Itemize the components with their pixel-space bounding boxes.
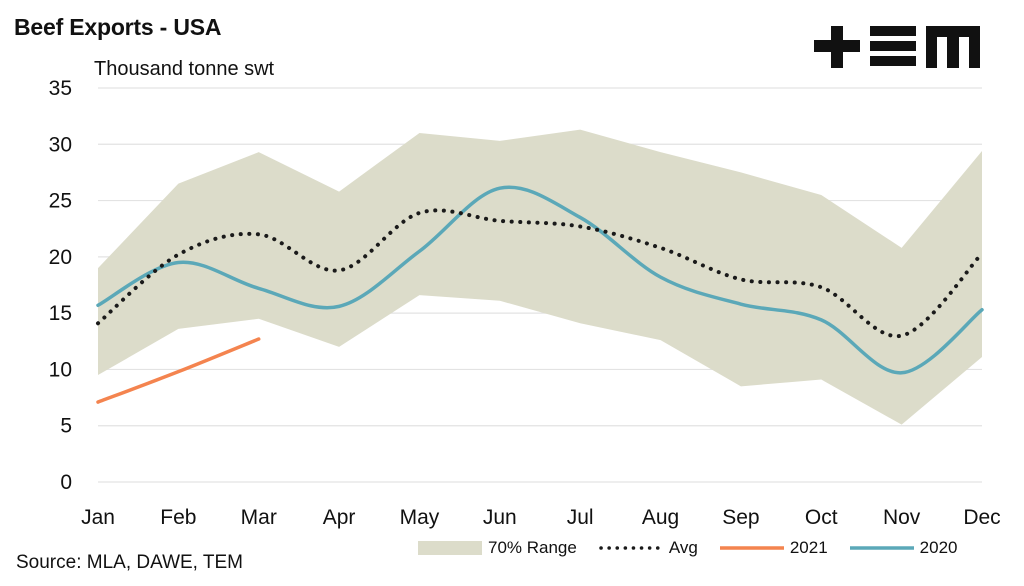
x-tick-label: Jun (483, 506, 517, 529)
source-note: Source: MLA, DAWE, TEM (16, 552, 243, 573)
legend-item-2020: 2020 (849, 538, 958, 558)
y-tick-label: 30 (49, 133, 72, 156)
legend-swatch-2021 (719, 546, 784, 550)
chart-title: Beef Exports - USA (14, 14, 222, 40)
x-tick-labels: Jan Feb Mar Apr May Jun Jul Aug Sep Oct Nov Dec (81, 506, 1001, 529)
x-tick-label: Sep (722, 506, 759, 529)
x-tick-label: Apr (323, 506, 356, 529)
series-line-2021 (96, 337, 261, 404)
legend-swatch-avg (599, 546, 663, 550)
tem-logo (814, 24, 984, 70)
legend-label-avg: Avg (668, 538, 698, 557)
y-tick-labels: 0 5 10 15 20 25 30 35 (49, 77, 72, 494)
legend-label-2021: 2021 (789, 538, 828, 557)
y-tick-label: 15 (49, 302, 72, 325)
legend-label-2020: 2020 (919, 538, 958, 557)
legend-item-range: 70% Range (418, 538, 577, 558)
legend-item-avg: Avg (599, 538, 698, 558)
x-tick-label: Jan (81, 506, 115, 529)
y-tick-label: 5 (60, 415, 72, 438)
x-tick-label: Nov (883, 506, 921, 529)
x-tick-label: Oct (805, 506, 838, 529)
series-lines (96, 185, 984, 404)
x-tick-label: May (400, 506, 440, 529)
x-tick-label: Dec (963, 506, 1000, 529)
legend-item-2021: 2021 (719, 538, 828, 558)
range-band-area (98, 129, 982, 425)
y-tick-label: 10 (49, 358, 72, 381)
legend-swatch-2020 (849, 546, 914, 550)
legend: 70% Range Avg 2021 2020 (418, 536, 980, 560)
y-tick-label: 25 (49, 190, 72, 213)
x-tick-label: Feb (160, 506, 196, 529)
x-tick-label: Mar (241, 506, 277, 529)
legend-label-range: 70% Range (488, 538, 577, 557)
range-band (98, 129, 982, 425)
y-tick-label: 20 (49, 246, 72, 269)
x-tick-label: Aug (642, 506, 679, 529)
y-axis-label: Thousand tonne swt (94, 58, 275, 80)
series-line-avg (96, 208, 984, 339)
legend-swatch-range (418, 541, 482, 555)
series-line-2020 (96, 185, 984, 375)
y-tick-label: 0 (60, 471, 72, 494)
x-tick-label: Jul (567, 506, 594, 529)
y-tick-label: 35 (49, 77, 72, 100)
